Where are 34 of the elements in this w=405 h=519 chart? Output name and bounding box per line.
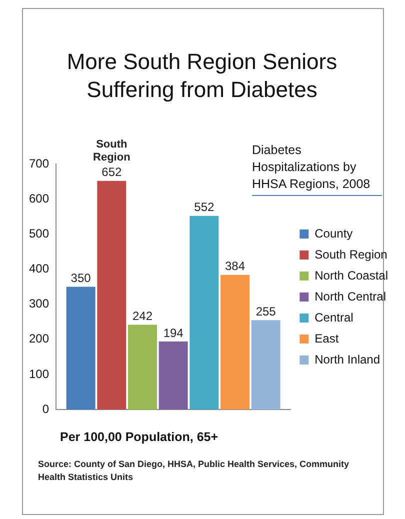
y-tick-label: 700 bbox=[28, 156, 50, 170]
legend-label: North Inland bbox=[314, 352, 380, 366]
legend-label: County bbox=[314, 226, 353, 240]
bar bbox=[251, 320, 280, 410]
y-tick-label: 600 bbox=[28, 191, 50, 206]
y-tick-label: 0 bbox=[42, 402, 50, 416]
x-axis-title: Per 100,00 Population, 65+ bbox=[60, 430, 218, 444]
y-tick-label: 400 bbox=[28, 262, 50, 276]
data-label: 552 bbox=[194, 200, 214, 214]
bar bbox=[158, 342, 188, 410]
source-note: Source: County of San Diego, HHSA, Public Health Services, Community Health Statistics Units bbox=[38, 458, 350, 484]
legend-label: North Coastal bbox=[314, 268, 388, 282]
data-label: 194 bbox=[163, 326, 184, 340]
chart-title: More South Region Seniors Suffering from Diabetes bbox=[66, 48, 338, 104]
y-tick-label: 100 bbox=[28, 366, 50, 381]
data-label: 350 bbox=[70, 271, 92, 286]
legend-title: Diabetes Hospitalizations by HHSA Regions, 2008 bbox=[252, 142, 382, 196]
data-label: 242 bbox=[132, 309, 153, 324]
bar bbox=[66, 286, 96, 410]
legend-label: East bbox=[314, 331, 340, 346]
data-label: 255 bbox=[256, 304, 276, 318]
bar bbox=[97, 180, 126, 410]
bar bbox=[220, 274, 250, 410]
bar bbox=[190, 216, 219, 410]
bar bbox=[128, 324, 157, 410]
y-tick-label: 500 bbox=[28, 226, 50, 240]
data-label: 384 bbox=[224, 259, 246, 274]
annotation: South Region bbox=[93, 138, 131, 164]
data-label: 652 bbox=[102, 165, 122, 180]
legend-label: Central bbox=[314, 310, 354, 324]
y-tick-label: 300 bbox=[28, 296, 50, 311]
y-tick-label: 200 bbox=[28, 332, 50, 346]
legend-label: North Central bbox=[314, 289, 386, 304]
legend-label: South Region bbox=[314, 247, 388, 262]
